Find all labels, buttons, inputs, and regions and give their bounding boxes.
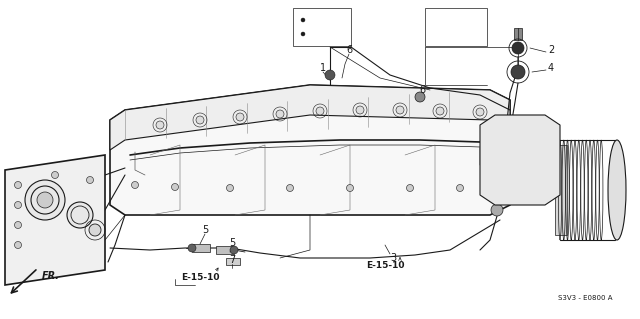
Circle shape [15,202,22,209]
Circle shape [236,113,244,121]
Circle shape [512,42,524,54]
Circle shape [316,107,324,115]
Polygon shape [5,155,105,285]
Text: 6: 6 [419,85,425,95]
Text: 3: 3 [390,253,396,263]
Polygon shape [480,115,560,205]
Text: 7: 7 [229,255,235,265]
Circle shape [476,108,484,116]
Polygon shape [110,85,510,150]
Bar [555,145,567,235]
Circle shape [227,184,234,191]
Text: E-15-10: E-15-10 [180,273,220,283]
Circle shape [491,186,499,194]
Text: 2: 2 [548,45,554,55]
Circle shape [491,204,503,216]
Circle shape [502,137,538,173]
Circle shape [172,183,179,190]
Circle shape [89,224,101,236]
Bar [216,246,234,254]
Bar [226,258,240,265]
Text: 6: 6 [346,45,352,55]
Circle shape [436,107,444,115]
Circle shape [456,184,463,191]
Circle shape [497,184,504,191]
Circle shape [541,156,549,164]
Circle shape [15,241,22,249]
Circle shape [406,184,413,191]
Circle shape [325,70,335,80]
Circle shape [491,156,499,164]
Bar [425,8,487,46]
Circle shape [156,121,164,129]
Circle shape [287,184,294,191]
Circle shape [396,106,404,114]
Circle shape [230,246,238,254]
Text: 5: 5 [229,238,235,248]
Circle shape [541,186,549,194]
Circle shape [346,184,353,191]
Circle shape [51,172,58,179]
Text: 5: 5 [202,225,208,235]
Circle shape [15,221,22,228]
Bar [293,8,351,46]
Circle shape [491,126,499,134]
Text: 1: 1 [320,63,326,73]
Circle shape [15,182,22,189]
Circle shape [188,244,196,252]
Text: S3V3 - E0800 A: S3V3 - E0800 A [558,295,612,301]
Circle shape [356,106,364,114]
Text: E-15-10: E-15-10 [365,262,404,271]
Text: 4: 4 [548,63,554,73]
Circle shape [25,180,65,220]
Bar [514,28,522,40]
Ellipse shape [608,140,626,240]
Circle shape [86,176,93,183]
Circle shape [196,116,204,124]
Circle shape [301,32,305,36]
Text: FR.: FR. [42,271,60,281]
Circle shape [276,110,284,118]
Circle shape [37,192,53,208]
Bar [192,244,210,252]
Polygon shape [110,85,510,215]
Circle shape [301,18,305,22]
Circle shape [511,65,525,79]
Circle shape [67,202,93,228]
Circle shape [415,92,425,102]
Circle shape [541,126,549,134]
Circle shape [131,182,138,189]
